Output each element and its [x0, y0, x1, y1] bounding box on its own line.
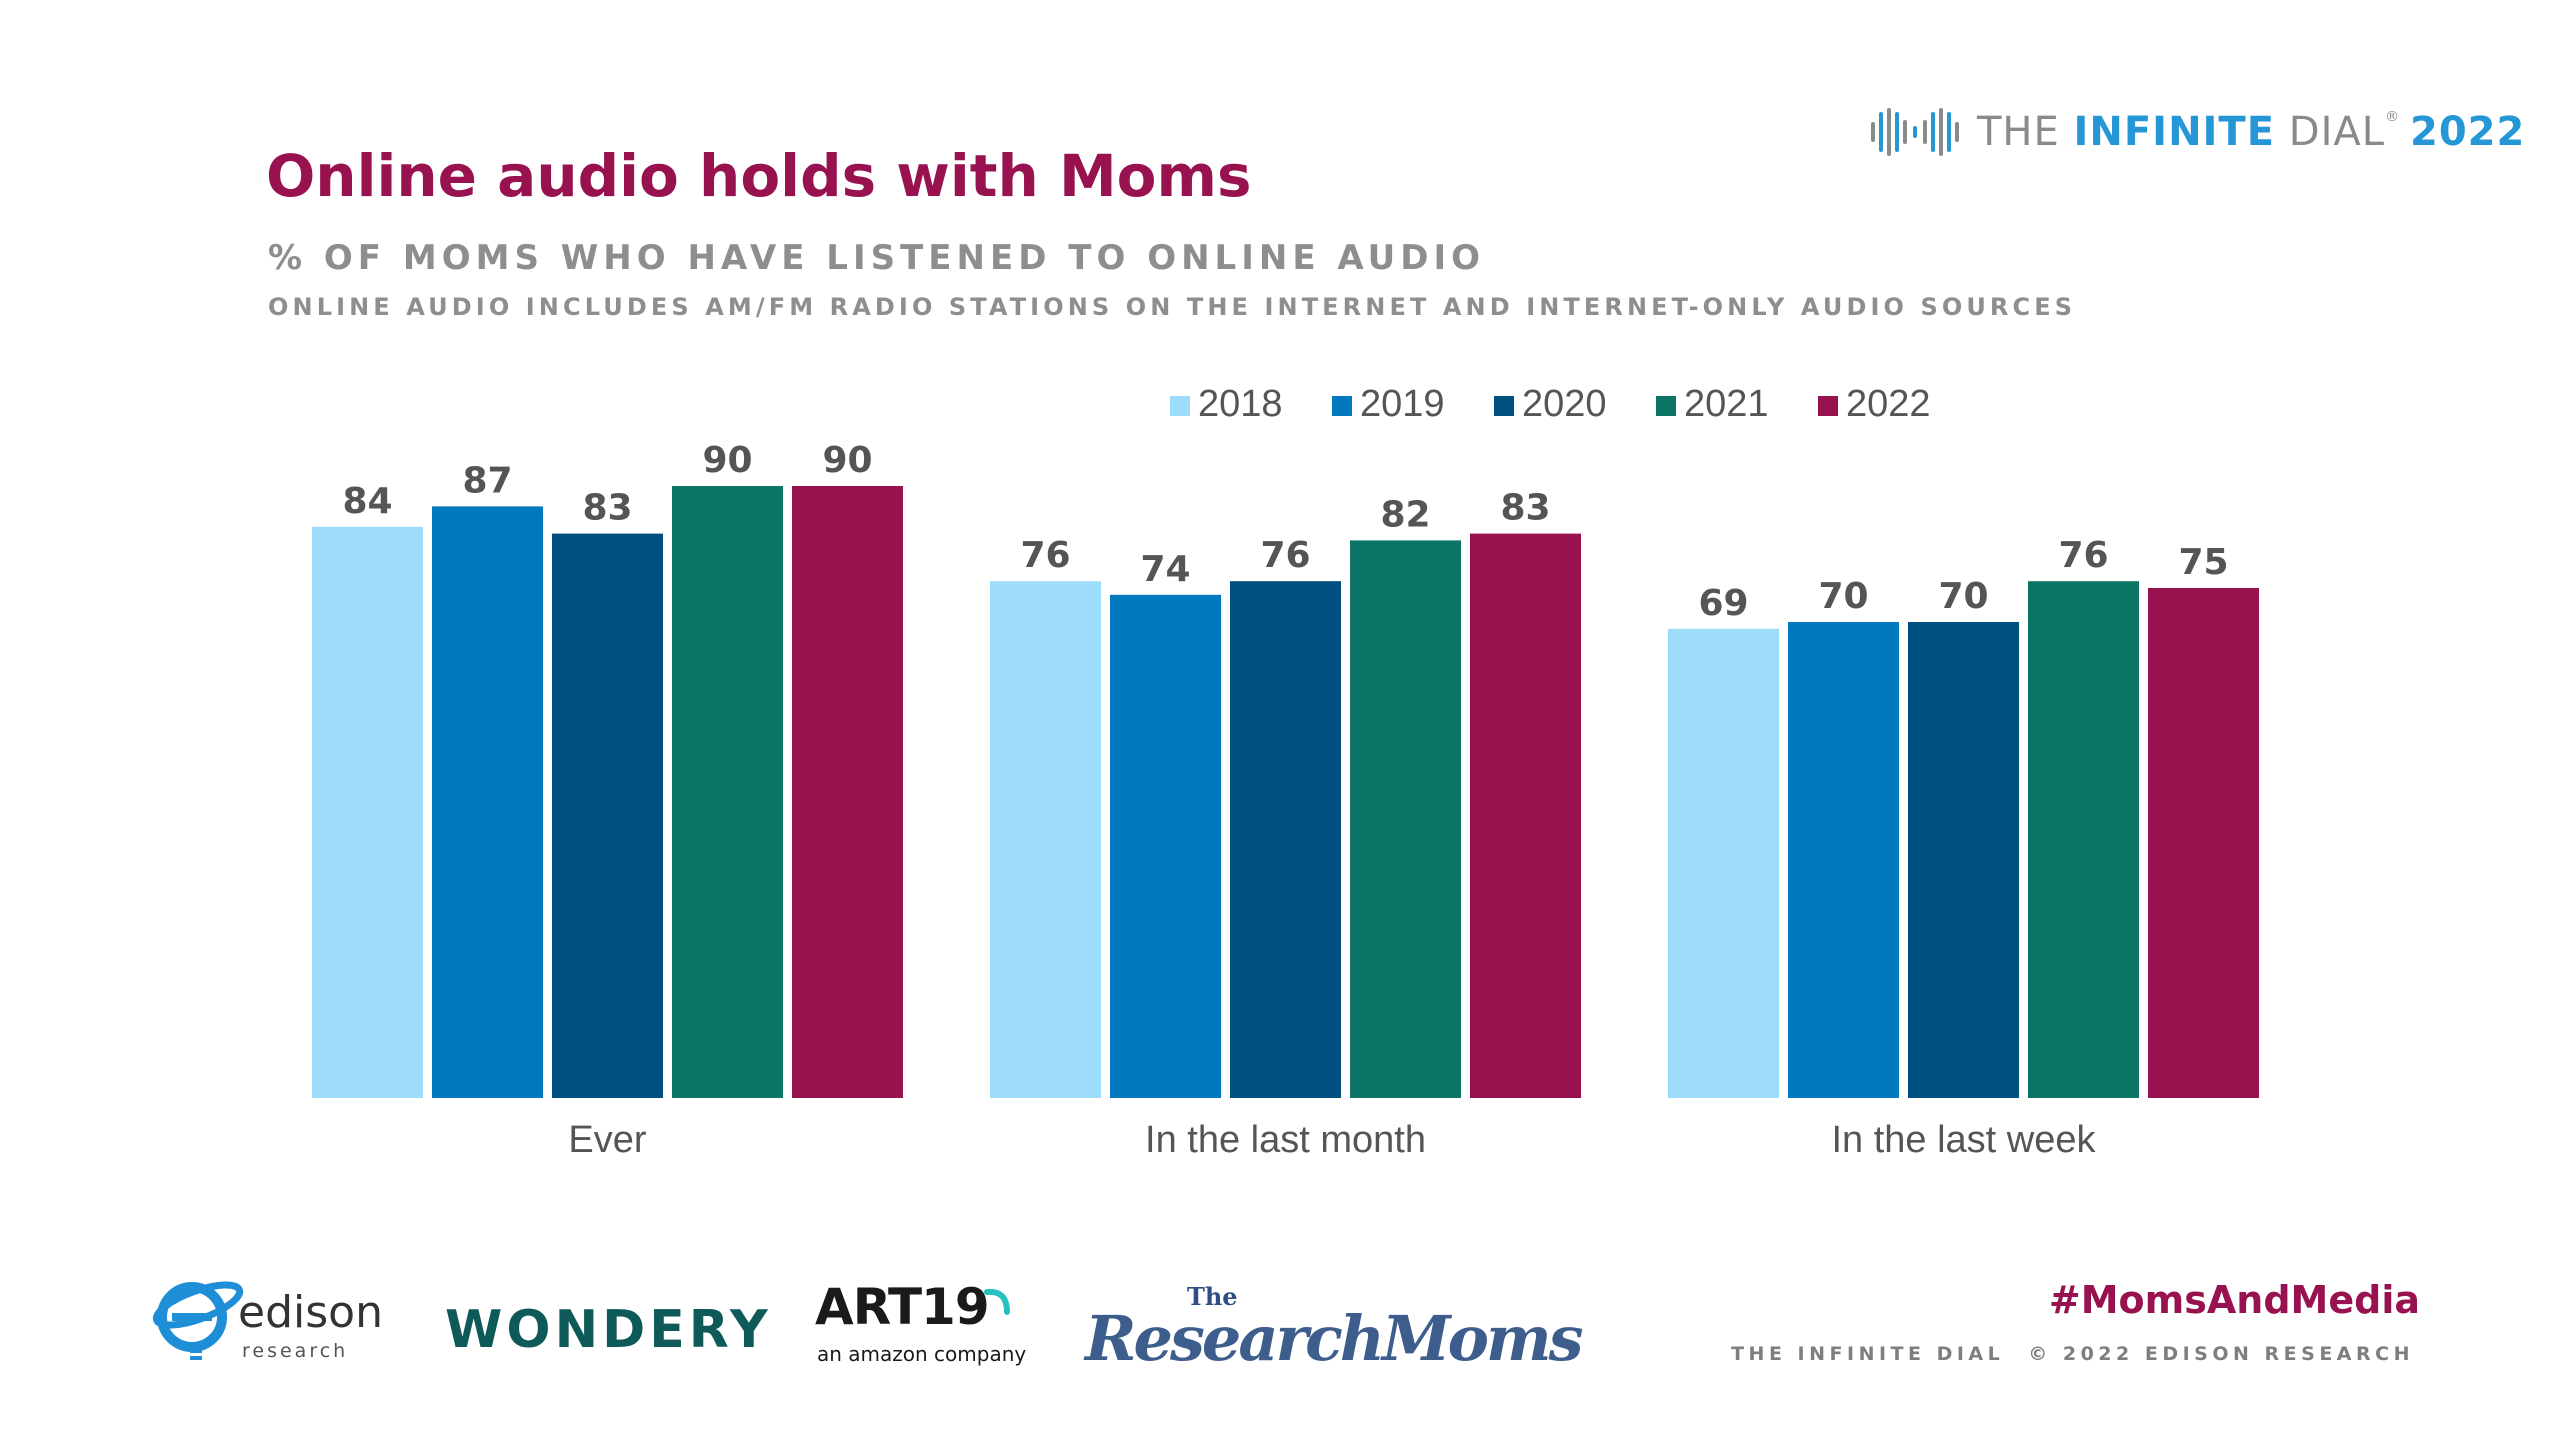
art19-wordmark: ART19	[815, 1278, 990, 1336]
brand-dial: DIAL	[2275, 109, 2386, 155]
art19-arc-icon	[984, 1288, 1010, 1315]
data-label-2020-1: 76	[1260, 535, 1310, 576]
research-moms-the: The	[1187, 1282, 1238, 1311]
data-label-2019-0: 87	[462, 460, 512, 501]
bar-2022-2	[2148, 588, 2259, 1098]
bar-chart: 84 87 83 90 90 Ever 76 74 76 82 83 In the last mont…	[312, 383, 2259, 1161]
data-label-2022-0: 90	[822, 440, 872, 481]
data-label-2020-2: 70	[1938, 576, 1988, 617]
infinite-dial-icon	[1871, 108, 1959, 156]
bar-2022-1	[1470, 533, 1581, 1098]
bar-2020-1	[1230, 581, 1341, 1098]
bar-2021-1	[1350, 540, 1461, 1098]
brand-infinite: INFINITE	[2073, 109, 2276, 155]
data-label-2018-0: 84	[342, 481, 392, 522]
legend-label-2018: 2018	[1198, 383, 1283, 425]
bar-2019-1	[1110, 594, 1221, 1098]
page-title: Online audio holds with Moms	[266, 142, 1252, 210]
legend-swatch-2021	[1656, 396, 1676, 416]
art19-logo: ART19 an amazon company	[815, 1278, 1026, 1378]
data-label-2018-2: 69	[1698, 583, 1748, 624]
data-label-2021-1: 82	[1380, 494, 1430, 535]
legend-label-2021: 2021	[1684, 383, 1769, 425]
bar-2021-0	[672, 486, 783, 1098]
data-label-2022-1: 83	[1500, 488, 1550, 529]
edison-wordmark: edison	[238, 1287, 383, 1338]
data-label-2018-1: 76	[1020, 535, 1070, 576]
brand-the: THE	[1977, 109, 2074, 155]
bar-2022-0	[792, 486, 903, 1098]
bar-2018-0	[312, 526, 423, 1098]
research-moms-logo: The ResearchMoms	[1085, 1280, 1583, 1390]
data-label-2021-2: 76	[2058, 535, 2108, 576]
footer-left: THE INFINITE DIAL	[1731, 1343, 2005, 1365]
edison-sub: research	[242, 1340, 349, 1362]
chart-note: ONLINE AUDIO INCLUDES AM/FM RADIO STATIO…	[268, 293, 2077, 321]
data-label-2020-0: 83	[582, 488, 632, 529]
data-label-2022-2: 75	[2178, 542, 2228, 583]
brand-year: 2022	[2410, 109, 2526, 155]
edison-research-logo: edison research	[150, 1265, 383, 1370]
legend-label-2019: 2019	[1360, 383, 1445, 425]
legend-swatch-2019	[1332, 396, 1352, 416]
wondery-logo: WONDERY	[445, 1300, 772, 1360]
bar-2019-0	[432, 506, 543, 1098]
legend-swatch-2018	[1170, 396, 1190, 416]
category-label-0: Ever	[568, 1119, 646, 1161]
bar-2019-2	[1788, 622, 1899, 1098]
chart-subtitle: % OF MOMS WHO HAVE LISTENED TO ONLINE AU…	[268, 238, 1486, 278]
edison-globe-icon	[152, 1281, 244, 1360]
category-label-2: In the last week	[1831, 1119, 2096, 1161]
infinite-dial-wordmark: THE INFINITE DIAL® 2022	[1977, 109, 2525, 155]
hashtag: #MomsAndMedia	[2048, 1278, 2420, 1322]
category-label-1: In the last month	[1145, 1119, 1426, 1161]
footer-right: © 2022 EDISON RESEARCH	[2028, 1343, 2414, 1365]
brand-registered: ®	[2385, 109, 2401, 125]
legend-label-2020: 2020	[1522, 383, 1607, 425]
data-label-2021-0: 90	[702, 440, 752, 481]
data-label-2019-1: 74	[1140, 549, 1190, 590]
footer-credit: THE INFINITE DIAL © 2022 EDISON RESEARCH	[1731, 1343, 2414, 1365]
legend-label-2022: 2022	[1846, 383, 1931, 425]
bar-2021-2	[2028, 581, 2139, 1098]
bar-2020-0	[552, 533, 663, 1098]
art19-sub: an amazon company	[817, 1342, 1027, 1366]
bar-2018-2	[1668, 628, 1779, 1098]
bar-2018-1	[990, 581, 1101, 1098]
research-moms-wordmark: ResearchMoms	[1085, 1302, 1583, 1375]
legend-swatch-2020	[1494, 396, 1514, 416]
legend-swatch-2022	[1818, 396, 1838, 416]
data-label-2019-2: 70	[1818, 576, 1868, 617]
infinite-dial-logo: THE INFINITE DIAL® 2022	[1865, 102, 2525, 162]
bar-2020-2	[1908, 622, 2019, 1098]
